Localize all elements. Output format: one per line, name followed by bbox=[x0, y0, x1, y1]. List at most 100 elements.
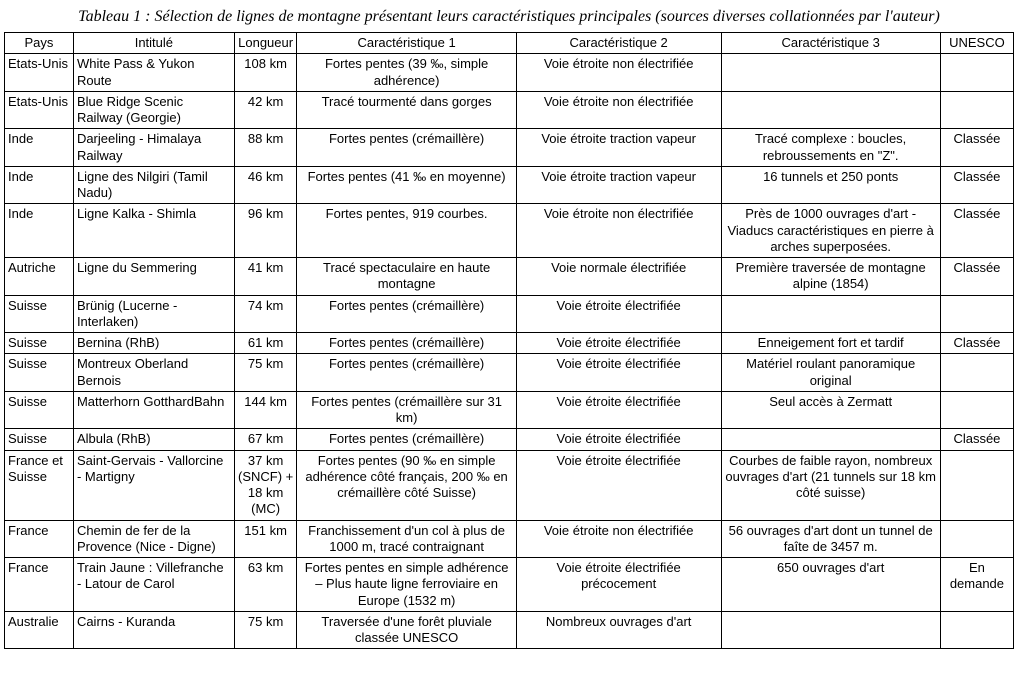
cell-car3: Première traversée de montagne alpine (1… bbox=[721, 258, 940, 296]
cell-pays: France bbox=[5, 558, 74, 612]
cell-intitule: White Pass & Yukon Route bbox=[73, 54, 234, 92]
cell-unesco bbox=[940, 295, 1013, 333]
cell-car3 bbox=[721, 611, 940, 649]
cell-car1: Fortes pentes, 919 courbes. bbox=[297, 204, 516, 258]
col-header-intitule: Intitulé bbox=[73, 33, 234, 54]
cell-car1: Fortes pentes (crémaillère) bbox=[297, 129, 516, 167]
cell-intitule: Blue Ridge Scenic Railway (Georgie) bbox=[73, 91, 234, 129]
cell-car1: Fortes pentes (90 ‰ en simple adhérence … bbox=[297, 450, 516, 520]
cell-pays: Suisse bbox=[5, 295, 74, 333]
table-row: IndeLigne Kalka - Shimla96 kmFortes pent… bbox=[5, 204, 1014, 258]
cell-pays: Suisse bbox=[5, 354, 74, 392]
cell-car3 bbox=[721, 429, 940, 450]
cell-pays: Inde bbox=[5, 166, 74, 204]
cell-pays: Etats-Unis bbox=[5, 54, 74, 92]
cell-car2: Voie étroite non électrifiée bbox=[516, 520, 721, 558]
cell-car2: Voie étroite traction vapeur bbox=[516, 166, 721, 204]
cell-unesco: Classée bbox=[940, 429, 1013, 450]
cell-car2: Voie normale électrifiée bbox=[516, 258, 721, 296]
cell-car3: Tracé complexe : boucles, rebroussements… bbox=[721, 129, 940, 167]
cell-intitule: Train Jaune : Villefranche - Latour de C… bbox=[73, 558, 234, 612]
cell-car2: Voie étroite traction vapeur bbox=[516, 129, 721, 167]
cell-longueur: 151 km bbox=[234, 520, 297, 558]
col-header-unesco: UNESCO bbox=[940, 33, 1013, 54]
cell-longueur: 144 km bbox=[234, 391, 297, 429]
cell-longueur: 74 km bbox=[234, 295, 297, 333]
cell-car2: Voie étroite électrifiée bbox=[516, 295, 721, 333]
cell-unesco bbox=[940, 391, 1013, 429]
cell-intitule: Ligne du Semmering bbox=[73, 258, 234, 296]
cell-car3: 650 ouvrages d'art bbox=[721, 558, 940, 612]
cell-car1: Fortes pentes (crémaillère) bbox=[297, 354, 516, 392]
cell-unesco: Classée bbox=[940, 166, 1013, 204]
cell-pays: Inde bbox=[5, 204, 74, 258]
cell-intitule: Matterhorn GotthardBahn bbox=[73, 391, 234, 429]
mountain-railways-table: Pays Intitulé Longueur Caractéristique 1… bbox=[4, 32, 1014, 649]
cell-unesco: En demande bbox=[940, 558, 1013, 612]
cell-intitule: Bernina (RhB) bbox=[73, 333, 234, 354]
cell-intitule: Darjeeling - Himalaya Railway bbox=[73, 129, 234, 167]
cell-longueur: 108 km bbox=[234, 54, 297, 92]
cell-car1: Traversée d'une forêt pluviale classée U… bbox=[297, 611, 516, 649]
cell-car3: Près de 1000 ouvrages d'art - Viaducs ca… bbox=[721, 204, 940, 258]
cell-unesco bbox=[940, 520, 1013, 558]
cell-pays: Etats-Unis bbox=[5, 91, 74, 129]
cell-pays: France bbox=[5, 520, 74, 558]
cell-car2: Voie étroite non électrifiée bbox=[516, 204, 721, 258]
table-row: IndeLigne des Nilgiri (Tamil Nadu)46 kmF… bbox=[5, 166, 1014, 204]
col-header-longueur: Longueur bbox=[234, 33, 297, 54]
cell-car1: Tracé tourmenté dans gorges bbox=[297, 91, 516, 129]
table-row: AutricheLigne du Semmering41 kmTracé spe… bbox=[5, 258, 1014, 296]
cell-longueur: 96 km bbox=[234, 204, 297, 258]
cell-car1: Fortes pentes (39 ‰, simple adhérence) bbox=[297, 54, 516, 92]
table-row: FranceChemin de fer de la Provence (Nice… bbox=[5, 520, 1014, 558]
table-row: SuisseBernina (RhB)61 kmFortes pentes (c… bbox=[5, 333, 1014, 354]
cell-car1: Fortes pentes (41 ‰ en moyenne) bbox=[297, 166, 516, 204]
cell-pays: Australie bbox=[5, 611, 74, 649]
cell-car3: 56 ouvrages d'art dont un tunnel de faît… bbox=[721, 520, 940, 558]
cell-car2: Voie étroite électrifiée bbox=[516, 429, 721, 450]
cell-car3 bbox=[721, 54, 940, 92]
cell-unesco: Classée bbox=[940, 333, 1013, 354]
cell-unesco: Classée bbox=[940, 204, 1013, 258]
table-row: Etats-UnisWhite Pass & Yukon Route108 km… bbox=[5, 54, 1014, 92]
cell-pays: Inde bbox=[5, 129, 74, 167]
cell-unesco bbox=[940, 450, 1013, 520]
cell-intitule: Saint-Gervais - Vallorcine - Martigny bbox=[73, 450, 234, 520]
table-row: FranceTrain Jaune : Villefranche - Latou… bbox=[5, 558, 1014, 612]
cell-car2: Voie étroite non électrifiée bbox=[516, 54, 721, 92]
cell-intitule: Chemin de fer de la Provence (Nice - Dig… bbox=[73, 520, 234, 558]
cell-longueur: 75 km bbox=[234, 611, 297, 649]
table-row: SuisseAlbula (RhB)67 kmFortes pentes (cr… bbox=[5, 429, 1014, 450]
cell-car1: Fortes pentes (crémaillère) bbox=[297, 295, 516, 333]
table-row: Etats-UnisBlue Ridge Scenic Railway (Geo… bbox=[5, 91, 1014, 129]
table-row: SuisseBrünig (Lucerne - Interlaken)74 km… bbox=[5, 295, 1014, 333]
cell-car1: Fortes pentes (crémaillère) bbox=[297, 429, 516, 450]
cell-longueur: 75 km bbox=[234, 354, 297, 392]
cell-car2: Nombreux ouvrages d'art bbox=[516, 611, 721, 649]
cell-car3: Matériel roulant panoramique original bbox=[721, 354, 940, 392]
table-title: Tableau 1 : Sélection de lignes de monta… bbox=[4, 4, 1014, 32]
cell-unesco: Classée bbox=[940, 129, 1013, 167]
cell-unesco bbox=[940, 354, 1013, 392]
cell-unesco bbox=[940, 54, 1013, 92]
cell-car1: Franchissement d'un col à plus de 1000 m… bbox=[297, 520, 516, 558]
cell-longueur: 67 km bbox=[234, 429, 297, 450]
cell-car2: Voie étroite électrifiée bbox=[516, 450, 721, 520]
cell-car2: Voie étroite électrifiée bbox=[516, 333, 721, 354]
cell-pays: France et Suisse bbox=[5, 450, 74, 520]
cell-pays: Suisse bbox=[5, 391, 74, 429]
cell-pays: Autriche bbox=[5, 258, 74, 296]
cell-pays: Suisse bbox=[5, 429, 74, 450]
cell-car2: Voie étroite électrifiée précocement bbox=[516, 558, 721, 612]
table-header-row: Pays Intitulé Longueur Caractéristique 1… bbox=[5, 33, 1014, 54]
cell-intitule: Cairns - Kuranda bbox=[73, 611, 234, 649]
cell-car1: Fortes pentes (crémaillère sur 31 km) bbox=[297, 391, 516, 429]
cell-car2: Voie étroite électrifiée bbox=[516, 391, 721, 429]
cell-longueur: 41 km bbox=[234, 258, 297, 296]
cell-car3: 16 tunnels et 250 ponts bbox=[721, 166, 940, 204]
cell-unesco bbox=[940, 611, 1013, 649]
col-header-pays: Pays bbox=[5, 33, 74, 54]
col-header-car2: Caractéristique 2 bbox=[516, 33, 721, 54]
cell-car3: Seul accès à Zermatt bbox=[721, 391, 940, 429]
